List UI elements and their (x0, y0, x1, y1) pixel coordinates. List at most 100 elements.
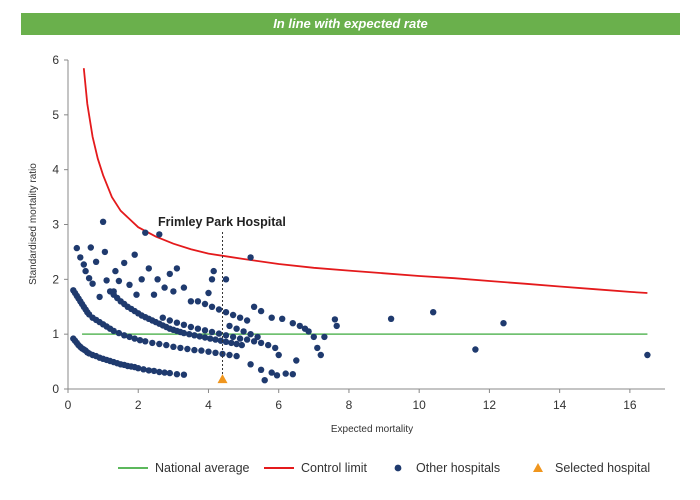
other-hospital-point (208, 276, 216, 283)
status-banner: In line with expected rate (21, 13, 680, 35)
other-hospital-point (135, 365, 142, 372)
other-hospital-point (430, 309, 437, 316)
legend-other-hospitals-label: Other hospitals (416, 461, 500, 475)
other-hospital-point (173, 319, 181, 326)
other-hospital-point (233, 352, 240, 360)
other-hospital-point (131, 251, 138, 258)
other-hospital-point (314, 344, 321, 352)
other-hospital-point (126, 281, 133, 288)
other-hospital-point (166, 369, 173, 377)
other-hospital-point (243, 317, 251, 324)
other-hospital-point (293, 357, 300, 364)
x-tick-label: 6 (275, 398, 282, 412)
y-tick-label: 2 (52, 272, 59, 286)
other-hospital-point (222, 332, 230, 339)
other-hospital-point (103, 277, 110, 284)
other-hospital-point (142, 229, 149, 236)
other-hospital-point (180, 329, 188, 337)
other-hospital-point (191, 332, 198, 339)
other-hospital-point (310, 333, 317, 341)
other-hospital-point (317, 351, 324, 359)
legend-selected-hospital-swatch (533, 463, 543, 472)
x-tick-label: 8 (346, 398, 353, 412)
other-hospital-point (268, 314, 275, 321)
other-hospital-point (73, 244, 81, 252)
other-hospital-point (250, 338, 258, 345)
other-hospital-point (257, 307, 265, 315)
x-tick-label: 12 (483, 398, 497, 412)
other-hospital-point (92, 258, 100, 265)
x-tick-label: 2 (135, 398, 142, 412)
other-hospital-point (145, 265, 152, 272)
other-hospital-point (331, 316, 339, 323)
other-hospital-point (201, 327, 209, 334)
other-hospital-point (261, 377, 268, 384)
other-hospital-point (89, 280, 96, 287)
other-hospital-point (201, 334, 209, 341)
other-hospital-point (87, 244, 95, 251)
other-hospital-point (205, 289, 212, 297)
other-hospital-point (208, 328, 216, 336)
other-hospital-point (126, 333, 133, 341)
other-hospital-point (265, 341, 272, 349)
other-hospital-point (115, 277, 123, 285)
other-hospital-point (154, 276, 161, 283)
other-hospital-point (142, 338, 149, 345)
legend-national-average-label: National average (155, 461, 250, 475)
other-hospital-point (215, 306, 223, 313)
other-hospital-point (333, 322, 340, 330)
other-hospital-point (250, 303, 258, 310)
other-hospital-point (208, 303, 216, 310)
other-hospital-point (112, 267, 119, 275)
other-hospital-point (156, 231, 163, 238)
other-hospital-point (187, 323, 195, 331)
other-hospital-point (247, 254, 254, 261)
other-hospital-point (163, 341, 170, 349)
other-hospital-point (187, 298, 195, 305)
other-hospital-point (254, 333, 261, 341)
other-hospital-point (289, 320, 296, 327)
other-hospital-point (212, 336, 219, 343)
other-hospital-point (198, 347, 205, 354)
other-hospital-point (196, 333, 203, 340)
other-hospital-point (159, 314, 166, 321)
other-hospital-point (268, 369, 275, 376)
other-hospital-point (149, 339, 156, 347)
other-hospital-point (229, 311, 237, 319)
other-hospital-point (321, 333, 328, 341)
control-limit-line (82, 68, 648, 294)
other-hospital-point (80, 261, 88, 268)
x-tick-label: 4 (205, 398, 212, 412)
y-tick-label: 5 (52, 108, 59, 122)
other-hospital-point (236, 314, 244, 321)
other-hospital-point (226, 351, 233, 359)
other-hospital-point (170, 288, 177, 295)
selected-hospital-point (217, 374, 228, 384)
other-hospital-point (156, 340, 163, 348)
y-tick-label: 6 (52, 53, 59, 67)
other-hospital-point (275, 351, 282, 359)
x-axis-label: Expected mortality (331, 424, 413, 435)
other-hospital-point (194, 298, 202, 305)
other-hospital-point (387, 315, 395, 322)
y-tick-label: 0 (52, 382, 59, 396)
other-hospital-point (161, 369, 168, 376)
other-hospital-point (180, 371, 188, 378)
other-hospital-point (194, 325, 202, 332)
x-tick-label: 10 (412, 398, 426, 412)
other-hospital-point (150, 367, 158, 375)
legend-selected-hospital-label: Selected hospital (555, 461, 650, 475)
other-hospital-point (85, 275, 93, 282)
other-hospital-point (222, 276, 230, 283)
y-tick-label: 3 (52, 218, 59, 232)
other-hospital-point (472, 346, 479, 353)
other-hospital-point (161, 284, 168, 291)
other-hospital-point (191, 346, 198, 354)
other-hospital-point (210, 267, 217, 275)
other-hospital-point (289, 371, 296, 378)
series-layer (70, 68, 651, 384)
other-hospital-point (77, 254, 84, 261)
other-hospital-point (186, 331, 193, 338)
